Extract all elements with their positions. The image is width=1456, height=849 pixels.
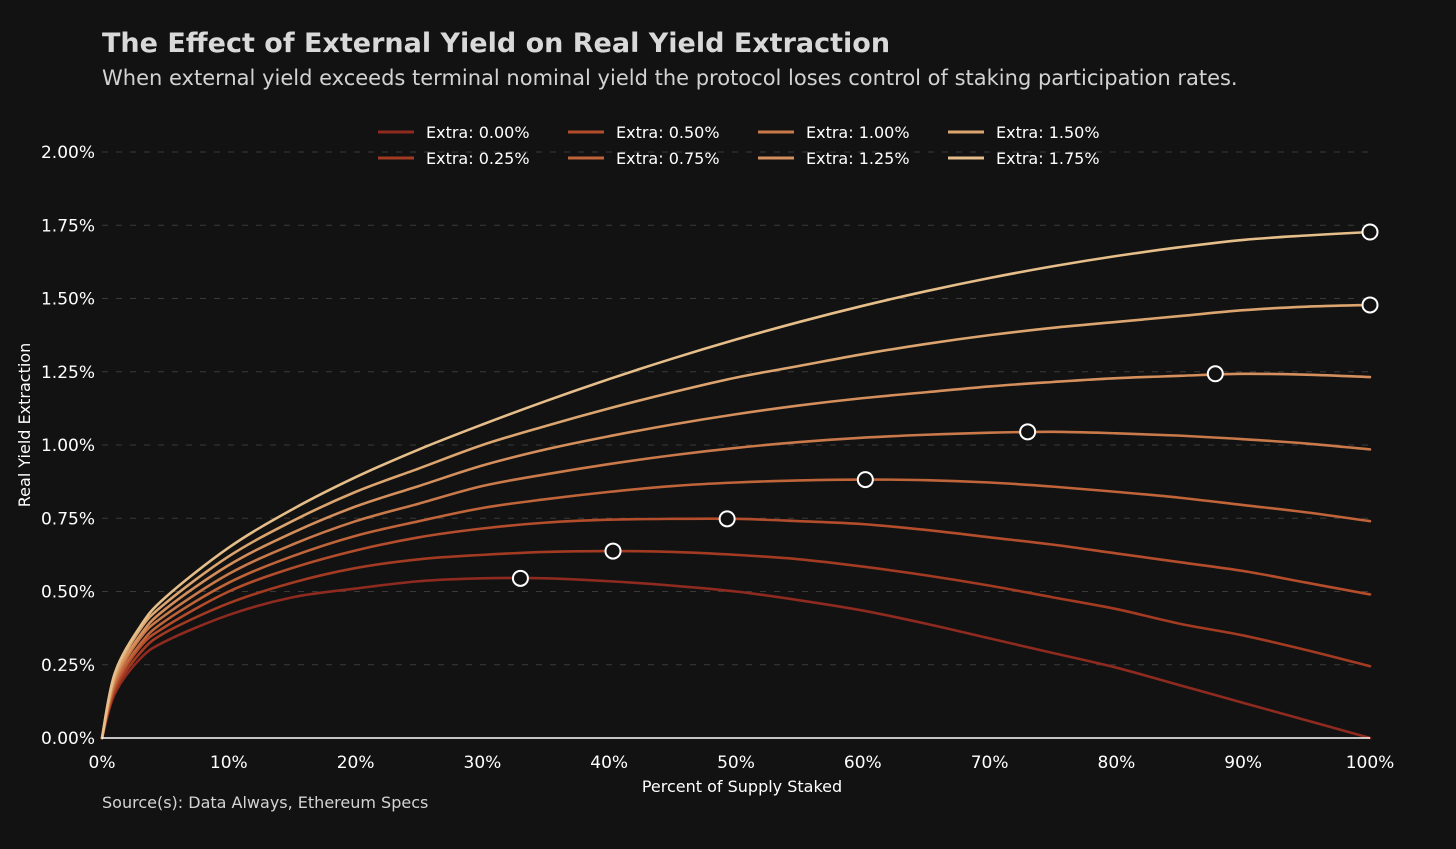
x-tick-label: 90% [1224,753,1262,773]
y-axis-label: Real Yield Extraction [15,343,34,507]
x-tick-label: 50% [717,753,755,773]
legend: Extra: 0.00% Extra: 0.25% Extra: 0.50% Extr… [378,123,1100,168]
axes: 0.00% 0.25% 0.50% 0.75% 1.00% 1.25% 1.50% 1.75%… [41,143,1394,773]
x-tick-label: 30% [464,753,502,773]
legend-label: Extra: 1.50% [996,123,1100,142]
y-tick-label: 2.00% [41,143,95,163]
peak-marker-3 [856,471,874,489]
x-tick-label: 60% [844,753,882,773]
x-tick-label: 100% [1346,753,1395,773]
legend-label: Extra: 0.50% [616,123,720,142]
x-tick-label: 10% [210,753,248,773]
y-tick-label: 0.75% [41,509,95,529]
y-tick-label: 1.50% [41,290,95,310]
x-tick-label: 70% [971,753,1009,773]
peak-marker-5 [1206,365,1224,383]
peak-marker-6 [1361,296,1379,314]
y-tick-label: 1.25% [41,363,95,383]
y-tick-label: 0.25% [41,656,95,676]
peak-marker-7 [1361,223,1379,241]
series-line-6 [100,303,1372,740]
y-tick-label: 0.00% [41,729,95,749]
series-lines [100,230,1372,740]
series-line-0 [100,576,1372,740]
series-line-3 [100,478,1372,740]
legend-label: Extra: 1.75% [996,149,1100,168]
legend-label: Extra: 0.75% [616,149,720,168]
legend-label: Extra: 0.00% [426,123,530,142]
peak-marker-1 [604,542,622,560]
source-note: Source(s): Data Always, Ethereum Specs [102,793,429,812]
peak-marker-0 [511,569,529,587]
chart-title: The Effect of External Yield on Real Yie… [102,28,891,59]
peak-marker-2 [718,510,736,528]
series-line-4 [100,430,1372,740]
x-tick-label: 40% [590,753,628,773]
x-tick-label: 0% [89,753,116,773]
series-line-7 [100,230,1372,740]
gridlines [102,151,1370,666]
x-tick-label: 20% [337,753,375,773]
x-tick-label: 80% [1098,753,1136,773]
peak-marker-4 [1019,423,1037,441]
chart-subtitle: When external yield exceeds terminal nom… [102,66,1238,90]
series-line-2 [100,517,1372,740]
legend-label: Extra: 0.25% [426,149,530,168]
y-tick-label: 0.50% [41,583,95,603]
y-tick-label: 1.00% [41,436,95,456]
series-line-5 [100,372,1372,740]
y-tick-label: 1.75% [41,216,95,236]
legend-label: Extra: 1.00% [806,123,910,142]
series-line-1 [100,549,1372,740]
legend-label: Extra: 1.25% [806,149,910,168]
peak-markers [511,223,1379,587]
x-axis-label: Percent of Supply Staked [642,777,842,796]
